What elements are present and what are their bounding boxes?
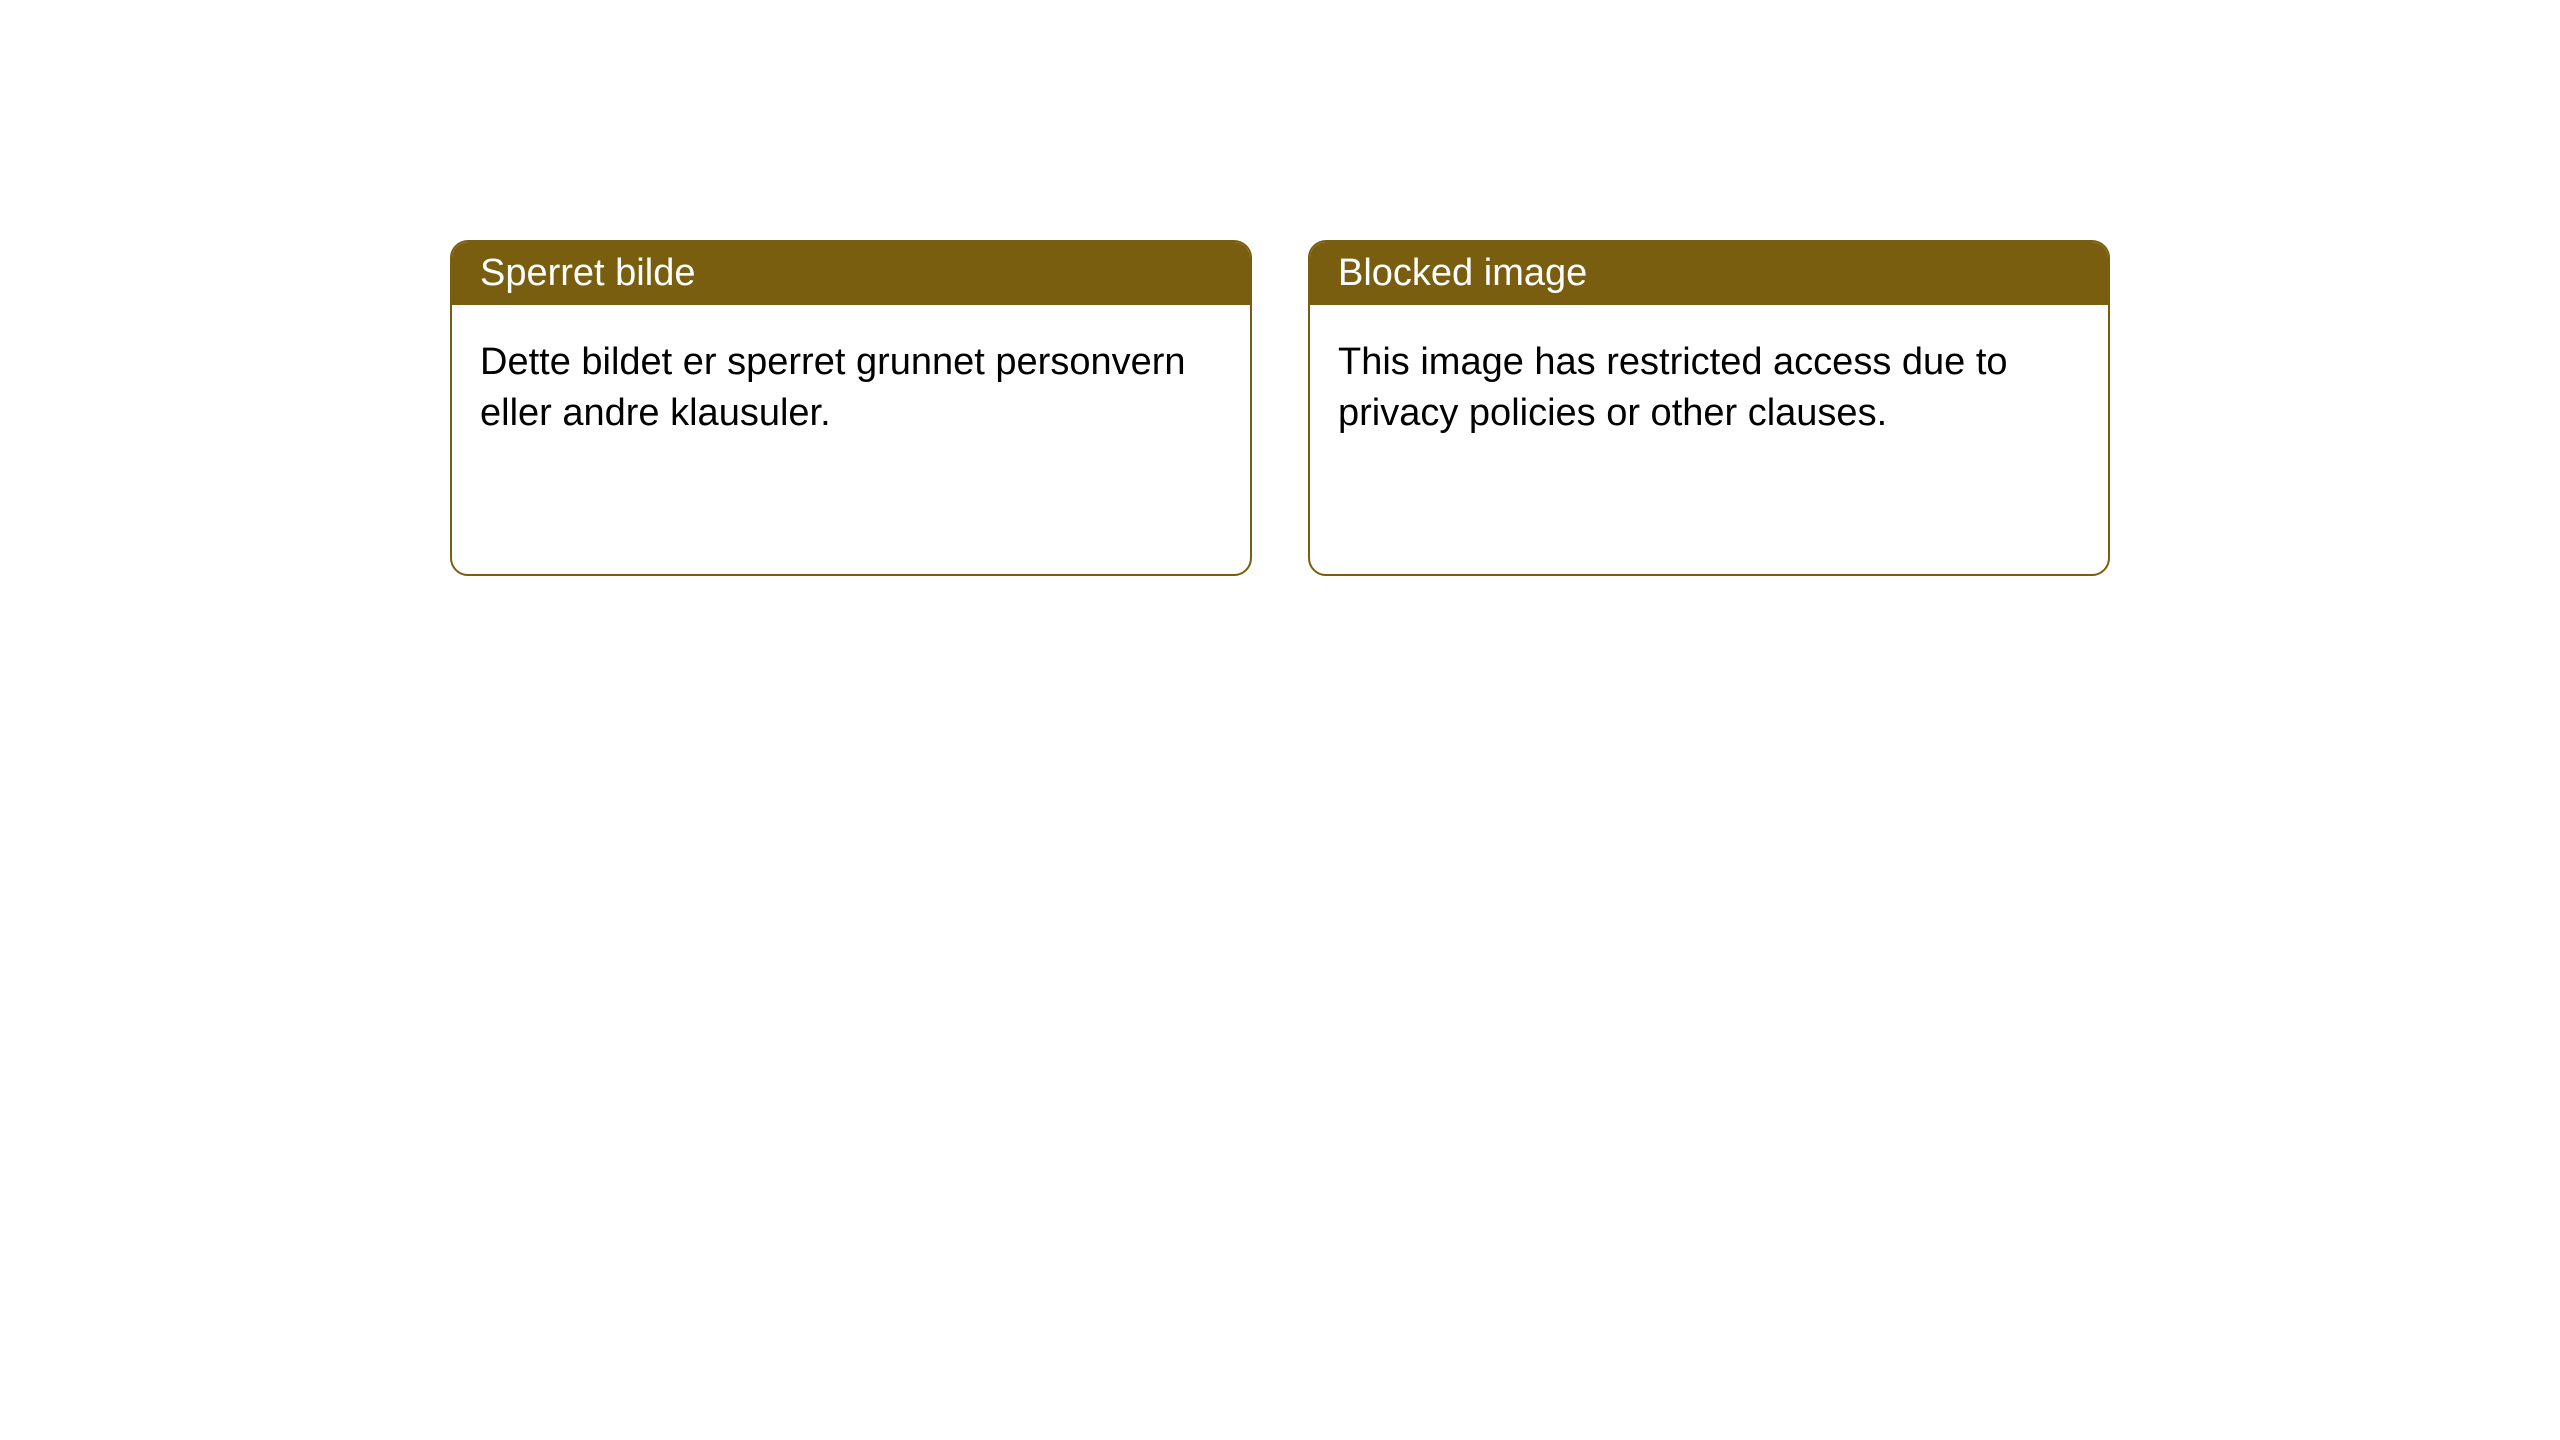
blocked-image-card-en: Blocked image This image has restricted … [1308, 240, 2110, 576]
card-body: Dette bildet er sperret grunnet personve… [452, 305, 1250, 472]
card-title: Blocked image [1338, 252, 1587, 294]
card-message: This image has restricted access due to … [1338, 341, 2008, 434]
card-body: This image has restricted access due to … [1310, 305, 2108, 472]
card-message: Dette bildet er sperret grunnet personve… [480, 341, 1186, 434]
notice-container: Sperret bilde Dette bildet er sperret gr… [0, 0, 2560, 576]
card-header: Blocked image [1310, 242, 2108, 305]
blocked-image-card-no: Sperret bilde Dette bildet er sperret gr… [450, 240, 1252, 576]
card-title: Sperret bilde [480, 252, 695, 294]
card-header: Sperret bilde [452, 242, 1250, 305]
